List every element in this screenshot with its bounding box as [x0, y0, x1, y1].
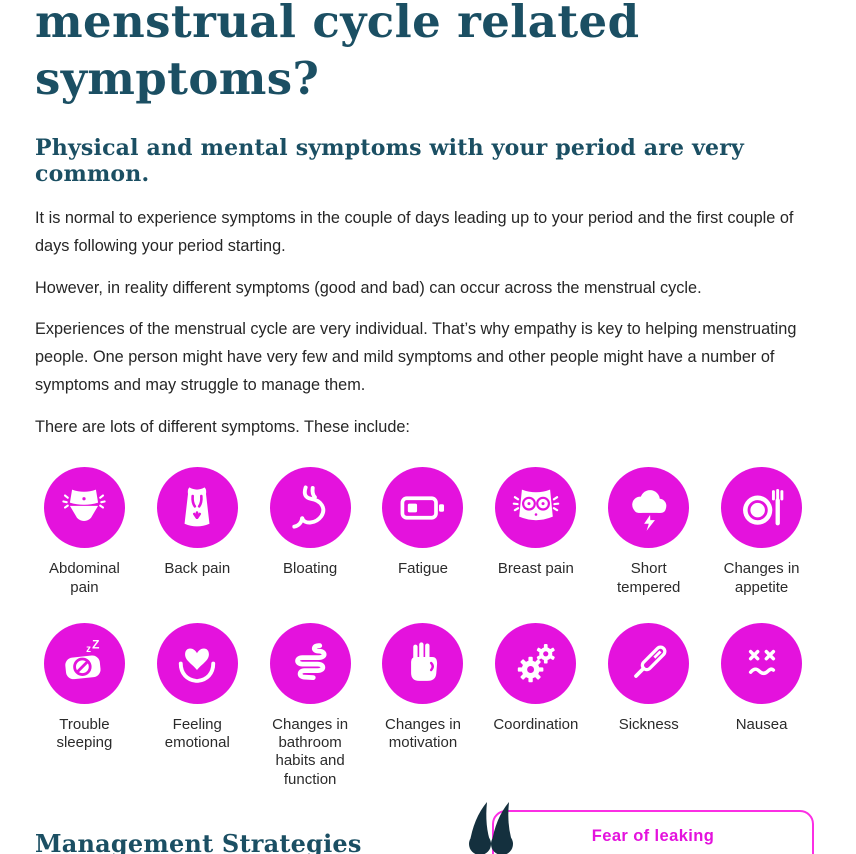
symptom-item: Nausea: [705, 622, 818, 789]
intestines-icon: [269, 622, 351, 704]
quote-card: Fear of leaking: [492, 810, 814, 854]
plate-and-fork-icon: [721, 467, 803, 549]
intro-paragraph: However, in reality different symptoms (…: [35, 278, 702, 297]
lead-sentence: Physical and mental symptoms with your p…: [35, 135, 745, 188]
symptom-label: Feeling emotional: [164, 715, 230, 752]
symptom-item: Bloating: [254, 467, 367, 597]
symptom-item: Fatigue: [367, 467, 480, 597]
symptom-label: Bloating: [283, 560, 338, 578]
no-sleep-pillow-icon: z Z: [43, 622, 125, 704]
symptom-label: Coordination: [493, 715, 579, 733]
storm-cloud-icon: [608, 467, 690, 549]
symptom-item: Sickness: [592, 622, 705, 789]
symptom-item: Coordination: [479, 622, 592, 789]
intro-paragraph: Experiences of the menstrual cycle are v…: [35, 320, 797, 394]
symptom-label: Changes in motivation: [385, 715, 461, 752]
back-pain-icon: [156, 467, 238, 549]
quote-mark-icon: [469, 802, 513, 854]
symptom-label: Changes in appetite: [723, 560, 800, 596]
intro-paragraph: It is normal to experience symptoms in t…: [35, 209, 794, 256]
abdominal-pain-icon: [43, 467, 125, 549]
symptom-label: Back pain: [164, 560, 231, 578]
symptom-item: Breast pain: [479, 467, 592, 597]
symptom-item: Short tempered: [592, 467, 705, 597]
thermometer-icon: [608, 622, 690, 704]
symptom-item: z Z Trouble sleeping: [28, 622, 141, 789]
symptom-label: Trouble sleeping: [56, 715, 113, 752]
low-battery-icon: [382, 467, 464, 549]
management-heading: Management Strategies: [35, 829, 362, 854]
symptom-item: Feeling emotional: [141, 622, 254, 789]
symptom-item: Abdominal pain: [28, 467, 141, 597]
symptom-item: Changes in bathroom habits and function: [254, 622, 367, 789]
stomach-icon: [269, 467, 351, 549]
symptom-label: Short tempered: [617, 560, 681, 596]
hands-holding-heart-icon: [156, 622, 238, 704]
symptom-label: Fatigue: [397, 560, 449, 578]
symptom-label: Nausea: [735, 715, 788, 733]
svg-text:Z: Z: [93, 638, 100, 652]
intro-paragraph: There are lots of different symptoms. Th…: [35, 417, 410, 436]
gears-icon: [495, 622, 577, 704]
symptom-label: Sickness: [618, 715, 679, 733]
symptom-item: Changes in appetite: [705, 467, 818, 597]
symptom-label: Breast pain: [497, 560, 574, 578]
raised-fist-icon: [382, 622, 464, 704]
page-title: menstrual cycle related symptoms?: [35, 0, 640, 105]
breast-pain-icon: [495, 467, 577, 549]
symptom-label: Changes in bathroom habits and function: [272, 715, 349, 788]
symptom-item: Back pain: [141, 467, 254, 597]
symptom-item: Changes in motivation: [367, 622, 480, 789]
svg-text:z: z: [87, 645, 92, 656]
nauseous-face-icon: [721, 622, 803, 704]
symptom-grid: Abdominal pain Back pain: [28, 467, 818, 789]
quote-card-title: Fear of leaking: [591, 827, 715, 845]
symptom-label: Abdominal pain: [48, 560, 120, 596]
